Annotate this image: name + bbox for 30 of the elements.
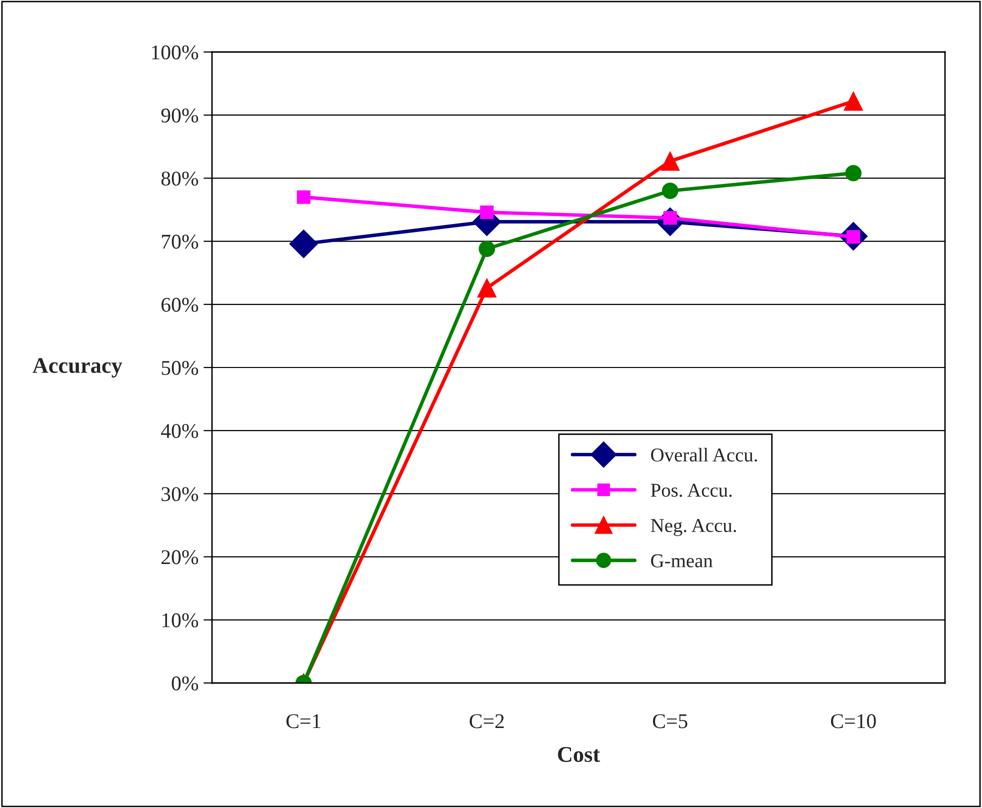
point [477, 278, 496, 298]
point [478, 240, 496, 258]
x-tick-label: C=2 [470, 714, 504, 728]
y-tick-label: 0% [172, 676, 198, 690]
point [296, 190, 310, 204]
legend-label: Pos. Accu. [650, 484, 732, 497]
point [289, 230, 318, 258]
point [844, 92, 863, 111]
y-tick-label: 90% [161, 108, 198, 123]
y-tick-label: 20% [162, 550, 198, 564]
legend-label: Neg. Accu. [650, 519, 736, 536]
x-axis-title: Cost [558, 747, 600, 762]
y-tick-label: 100% [152, 45, 198, 60]
y-tick-label: 50% [162, 360, 198, 375]
y-tick-label: 30% [162, 487, 198, 502]
point [480, 206, 494, 220]
x-tick-label: C=5 [652, 714, 688, 728]
point [845, 164, 862, 182]
point [662, 182, 678, 199]
y-tick-label: 70% [162, 234, 198, 249]
y-tick-label: 80% [161, 172, 198, 186]
legend-label: Overall Accu. [651, 448, 757, 462]
y-tick-label: 40% [161, 424, 198, 438]
y-axis-title: Accuracy [32, 358, 122, 378]
x-tick-label: C=10 [830, 714, 876, 728]
legend-label: G-mean [651, 554, 713, 568]
x-tick-label: C=1 [286, 714, 320, 728]
y-tick-label: 60% [162, 298, 198, 312]
y-tick-label: 10% [162, 613, 198, 628]
point [660, 152, 680, 171]
